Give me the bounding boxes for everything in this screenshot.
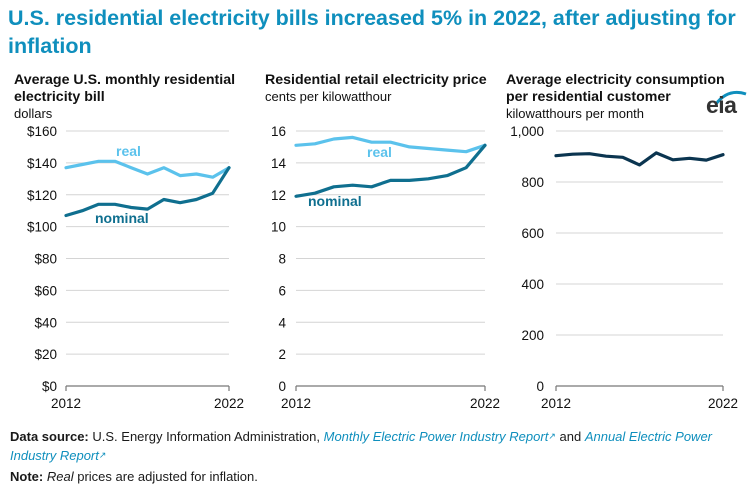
source-text: U.S. Energy Information Administration, xyxy=(92,429,320,444)
panel-3-y-tick-label: 400 xyxy=(521,277,544,292)
panel-2-y-tick-label: 4 xyxy=(278,315,286,330)
panel-3-y-tick-label: 1,000 xyxy=(510,124,544,139)
panel-3-series-consumption-line xyxy=(554,151,725,167)
panel-2-title: Residential retail electricity price xyxy=(265,72,487,88)
panel-1-series-nominal-line xyxy=(64,166,231,218)
panel-1-title: Average U.S. monthly residential electri… xyxy=(14,72,236,105)
panel-2-y-tick-label: 10 xyxy=(271,220,286,235)
panel-1-y-tick-label: $100 xyxy=(27,220,57,235)
panel-3-title: Average electricity consumption per resi… xyxy=(506,72,725,105)
monthly-report-link[interactable]: Monthly Electric Power Industry Report xyxy=(323,429,549,444)
source-and: and xyxy=(559,429,582,444)
panel-1-y-tick-label: $160 xyxy=(27,124,57,139)
panel-2-y-tick-label: 12 xyxy=(271,188,286,203)
panel-2-y-tick-label: 14 xyxy=(271,156,287,171)
panel-1-y-tick-label: $140 xyxy=(27,156,57,171)
panel-2-series-real-label: real xyxy=(367,144,392,160)
panel-2-x-tick-label: 2012 xyxy=(281,396,311,411)
panel-2-series-nominal-label: nominal xyxy=(308,193,362,209)
panel-3-y-tick-label: 800 xyxy=(521,175,544,190)
panel-1-series-real-label: real xyxy=(116,143,141,159)
panel-3-unit: kilowatthours per month xyxy=(506,106,645,121)
panel-1-y-tick-label: $40 xyxy=(34,315,57,330)
eia-logo-arc-icon xyxy=(714,90,747,105)
panel-2-y-tick-label: 8 xyxy=(278,252,286,267)
panel-1-x-tick-label: 2022 xyxy=(214,396,244,411)
panel-1-y-tick-label: $80 xyxy=(34,252,57,267)
panel-3-y-tick-label: 200 xyxy=(521,328,544,343)
panel-2-y-tick-label: 16 xyxy=(271,124,286,139)
chart-title: U.S. residential electricity bills incre… xyxy=(8,6,736,58)
panel-2-unit: cents per kilowatthour xyxy=(265,89,392,104)
panel-3-x-tick-label: 2012 xyxy=(541,396,571,411)
panel-2-y-tick-label: 2 xyxy=(278,347,286,362)
panel-3-y-tick-label: 0 xyxy=(536,379,544,394)
panel-1-x-tick-label: 2012 xyxy=(51,396,81,411)
panel-1-y-tick-label: $20 xyxy=(34,347,57,362)
panel-1-y-tick-label: $0 xyxy=(42,379,57,394)
source-label: Data source: xyxy=(10,429,89,444)
panel-1-series-nominal-label: nominal xyxy=(95,210,149,226)
panel-1-series-real-line xyxy=(64,159,231,179)
note: Note: Real prices are adjusted for infla… xyxy=(10,467,258,486)
note-italic: Real xyxy=(46,469,74,484)
external-link-icon: ↗ xyxy=(548,431,556,441)
panel-3-x-tick-label: 2022 xyxy=(708,396,738,411)
annual-report-link-part2[interactable]: Power Industry Report xyxy=(10,429,713,463)
panel-1-y-tick-label: $60 xyxy=(34,283,57,298)
data-source: Data source: U.S. Energy Information Adm… xyxy=(10,427,745,465)
annual-report-link-part1[interactable]: Annual Electric xyxy=(584,429,672,444)
panel-2-series-nominal-line xyxy=(294,143,487,198)
panel-3-y-tick-label: 600 xyxy=(521,226,544,241)
external-link-icon: ↗ xyxy=(98,450,107,460)
panel-1-unit: dollars xyxy=(14,106,53,121)
panel-1-y-tick-label: $120 xyxy=(27,188,57,203)
panel-2-y-tick-label: 0 xyxy=(278,379,286,394)
eia-logo: eia xyxy=(706,92,737,118)
note-text: prices are adjusted for inflation. xyxy=(77,469,258,484)
panel-2-y-tick-label: 6 xyxy=(278,283,286,298)
note-label: Note: xyxy=(10,469,44,484)
panel-2-series-real-line xyxy=(294,135,487,154)
panel-2-x-tick-label: 2022 xyxy=(470,396,500,411)
